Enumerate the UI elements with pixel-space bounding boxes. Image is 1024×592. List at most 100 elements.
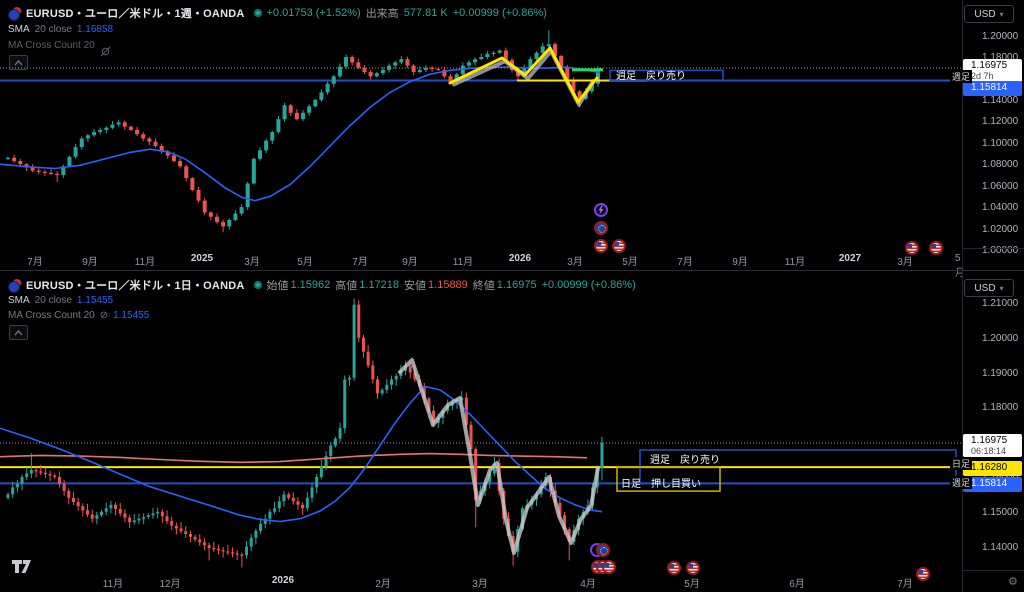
panel-divider[interactable] xyxy=(0,270,1024,271)
zigzag-drawing xyxy=(452,49,595,107)
weekly-collapse-button[interactable] xyxy=(9,55,28,70)
candle-body xyxy=(55,173,60,176)
weekly-change: +0.01753 (+1.52%) xyxy=(266,7,361,19)
candle-body xyxy=(34,469,38,472)
sma20-line xyxy=(0,385,603,523)
weekly-chart-canvas[interactable]: 週足 戻り売り xyxy=(0,0,962,248)
candle-body xyxy=(331,76,336,84)
candle-body xyxy=(343,379,347,429)
candle-body xyxy=(344,57,349,67)
candle-body xyxy=(160,511,164,517)
weekly-price-axis[interactable]: 1.20000 1.18000 1.14000 1.12000 1.10000 1.080… xyxy=(962,0,1024,256)
candle-body xyxy=(79,138,84,148)
candle-body xyxy=(128,126,133,130)
candle-body xyxy=(432,410,436,423)
candle-body xyxy=(436,68,441,71)
candle-body xyxy=(577,91,582,99)
candle-body xyxy=(352,304,356,378)
candle-body xyxy=(254,530,258,538)
candle-body xyxy=(11,487,15,495)
candle-body xyxy=(277,501,281,509)
timezone-settings-gear-icon[interactable]: ⚙ xyxy=(1008,576,1018,588)
candle-body xyxy=(249,537,253,547)
candle-body xyxy=(20,476,24,484)
macross-zero-icon[interactable]: ⊘ xyxy=(99,310,109,321)
daily-price-axis[interactable]: 1.210001.200001.190001.180001.160001.150… xyxy=(962,271,1024,570)
candle-body xyxy=(71,497,75,502)
candle-body xyxy=(184,531,188,535)
tradingview-logo[interactable] xyxy=(12,560,42,576)
price-tick: 1.14000 xyxy=(982,94,1019,106)
candle-body xyxy=(430,67,435,69)
candle-body xyxy=(202,200,207,213)
time-tick: 3月 xyxy=(244,257,260,268)
market-status-icon[interactable] xyxy=(253,281,262,289)
time-tick: 11月 xyxy=(134,257,156,268)
candle-body xyxy=(207,545,211,548)
weekly-currency-dropdown[interactable]: USD ▾ xyxy=(964,5,1014,23)
candle-body xyxy=(366,351,370,366)
daily-sma-legend: SMA 20 close 1.15455 xyxy=(8,295,113,306)
candle-body xyxy=(307,106,312,113)
open-label: 始値 xyxy=(266,280,289,292)
low-label: 安値 xyxy=(404,280,427,292)
candle-body xyxy=(48,474,52,476)
candle-body xyxy=(240,554,244,556)
candle-body xyxy=(357,304,361,338)
candle-body xyxy=(479,57,484,60)
candle-body xyxy=(76,501,80,507)
candle-body xyxy=(184,166,189,179)
candle-body xyxy=(132,520,136,523)
price-tick: 1.21000 xyxy=(982,297,1019,309)
candle-body xyxy=(589,83,594,92)
candle-body xyxy=(196,189,201,201)
weekly-sma-legend: SMA 20 close 1.16858 xyxy=(8,24,113,35)
daily-collapse-button[interactable] xyxy=(9,325,28,340)
candle-body xyxy=(57,476,61,484)
candle-body xyxy=(448,76,453,82)
candle-body xyxy=(110,124,115,128)
daily-symbol-title[interactable]: EURUSD・ユーロ／米ドル・1日・OANDA xyxy=(26,280,245,292)
candle-body xyxy=(146,515,150,517)
candle-body xyxy=(371,365,375,380)
candle-body xyxy=(92,132,97,136)
candle-body xyxy=(413,372,417,380)
annotation-box-label: 日足 押し目買い xyxy=(621,477,701,490)
candle-body xyxy=(287,494,291,498)
time-tick: 6月 xyxy=(789,579,805,590)
candle-body xyxy=(137,518,141,521)
candle-body xyxy=(245,546,249,556)
candle-body xyxy=(347,377,351,380)
candle-body xyxy=(305,497,309,509)
price-tick: 1.12000 xyxy=(982,116,1019,128)
weekly-symbol-title[interactable]: EURUSD・ユーロ／米ドル・1週・OANDA xyxy=(26,8,245,20)
time-tick: 11月 xyxy=(784,257,806,268)
candle-body xyxy=(100,511,104,516)
macross-name: MA Cross Count 20 xyxy=(8,310,95,321)
weekly-time-axis[interactable]: 7月 9月 11月 2025 3月 5月 7月 9月 11月 2026 3月 5月 7月 9月 11月 202… xyxy=(0,248,965,279)
candle-body xyxy=(67,490,71,498)
candle-body xyxy=(385,384,389,390)
candle-body xyxy=(43,472,47,475)
candle-body xyxy=(156,511,160,514)
price-tick: 1.14000 xyxy=(982,541,1019,553)
daily-time-axis[interactable]: 11月 12月 2026 2月 3月 4月 5月 6月 7月 xyxy=(0,570,962,592)
candle-body xyxy=(95,515,99,519)
candle-body xyxy=(122,122,127,127)
volume-label: 出来高 xyxy=(365,8,399,20)
daily-currency-dropdown[interactable]: USD ▾ xyxy=(964,279,1014,297)
candle-body xyxy=(257,150,262,159)
candle-body xyxy=(288,105,293,113)
candles-group xyxy=(6,30,601,233)
candle-body xyxy=(259,523,263,531)
time-tick: 9月 xyxy=(402,257,418,268)
sma-name: SMA xyxy=(8,295,30,306)
time-tick: 3月 xyxy=(897,257,913,268)
currency-label: USD xyxy=(974,282,996,294)
candle-body xyxy=(141,134,146,139)
market-status-icon[interactable] xyxy=(253,9,262,17)
price-tick: 1.18000 xyxy=(982,402,1019,414)
eurusd-pair-logo-icon xyxy=(8,278,21,293)
candle-body xyxy=(118,508,122,514)
